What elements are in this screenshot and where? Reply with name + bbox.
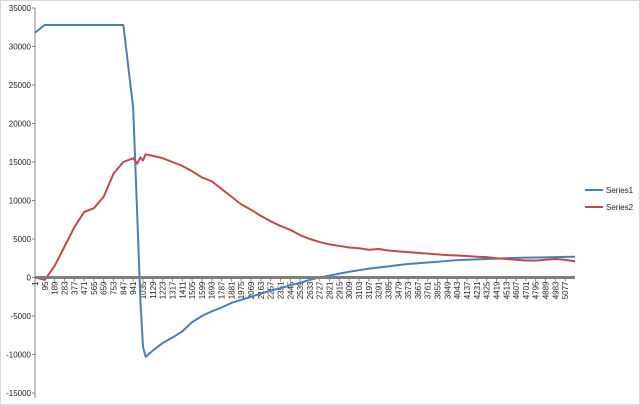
x-tick-label: 1881 [227, 281, 236, 299]
x-tick-label: 4701 [522, 281, 531, 299]
x-tick-label: 3761 [424, 281, 433, 299]
x-tick-label: 1787 [218, 281, 227, 299]
x-tick-label: 95 [41, 281, 50, 290]
x-tick-label: 2727 [316, 281, 325, 299]
legend-label: Series2 [606, 203, 634, 212]
x-tick-label: 2445 [286, 281, 295, 299]
x-tick-label: 1599 [198, 281, 207, 299]
x-tick-label: 1693 [208, 281, 217, 299]
x-tick-label: 753 [110, 281, 119, 295]
x-tick-label: 4513 [502, 281, 511, 299]
x-tick-label: 659 [100, 281, 109, 295]
x-tick-label: 4043 [453, 281, 462, 299]
legend-label: Series1 [606, 186, 634, 195]
x-tick-label: 377 [70, 281, 79, 295]
y-tick-label: 35000 [9, 4, 32, 13]
x-tick-label: 3385 [384, 281, 393, 299]
y-tick-label: 15000 [9, 158, 32, 167]
x-tick-label: 4137 [463, 281, 472, 299]
x-tick-label: 2821 [326, 281, 335, 299]
x-tick-label: 3949 [443, 281, 452, 299]
series-line [34, 153, 576, 281]
x-tick-label: 1411 [178, 281, 187, 299]
x-tick-label: 4607 [512, 281, 521, 299]
y-tick-label: 5000 [13, 235, 31, 244]
y-tick-label: -5000 [11, 312, 32, 321]
y-tick-label: -10000 [6, 351, 31, 360]
x-tick-label: 847 [119, 281, 128, 295]
x-tick-label: 565 [90, 281, 99, 295]
y-tick-label: 30000 [9, 43, 32, 52]
x-tick-label: 1505 [188, 281, 197, 299]
x-tick-label: 941 [129, 281, 138, 295]
x-tick-label: 1317 [168, 281, 177, 299]
x-tick-label: 189 [51, 281, 60, 295]
x-tick-label: 3855 [434, 281, 443, 299]
x-tick-label: 3291 [375, 281, 384, 299]
x-tick-label: 3667 [414, 281, 423, 299]
x-tick-label: 4889 [542, 281, 551, 299]
y-tick-label: 25000 [9, 81, 32, 90]
x-tick-label: 3009 [345, 281, 354, 299]
y-tick-label: 10000 [9, 197, 32, 206]
x-tick-label: 1 [31, 281, 40, 286]
x-tick-label: 3573 [404, 281, 413, 299]
x-tick-label: 1223 [159, 281, 168, 299]
x-tick-label: 2163 [257, 281, 266, 299]
x-tick-label: 5077 [561, 281, 570, 299]
y-tick-label: -15000 [6, 389, 31, 398]
x-tick-label: 4983 [551, 281, 560, 299]
x-tick-label: 2351 [276, 281, 285, 299]
x-tick-label: 3197 [365, 281, 374, 299]
x-tick-label: 2633 [306, 281, 315, 299]
x-tick-label: 3103 [355, 281, 364, 299]
x-tick-label: 2539 [296, 281, 305, 299]
x-tick-label: 2915 [335, 281, 344, 299]
x-tick-label: 4231 [473, 281, 482, 299]
x-tick-label: 4325 [483, 281, 492, 299]
series-line [34, 23, 576, 358]
y-tick-label: 20000 [9, 120, 32, 129]
x-tick-label: 283 [60, 281, 69, 295]
x-tick-label: 3479 [394, 281, 403, 299]
x-tick-label: 1129 [149, 281, 158, 299]
x-tick-label: 471 [80, 281, 89, 295]
x-tick-label: 4795 [532, 281, 541, 299]
x-tick-label: 4419 [492, 281, 501, 299]
x-tick-label: 1975 [237, 281, 246, 299]
x-tick-label: 1035 [139, 281, 148, 299]
y-tick-label: 0 [27, 274, 32, 283]
x-tick-label: 2069 [247, 281, 256, 299]
